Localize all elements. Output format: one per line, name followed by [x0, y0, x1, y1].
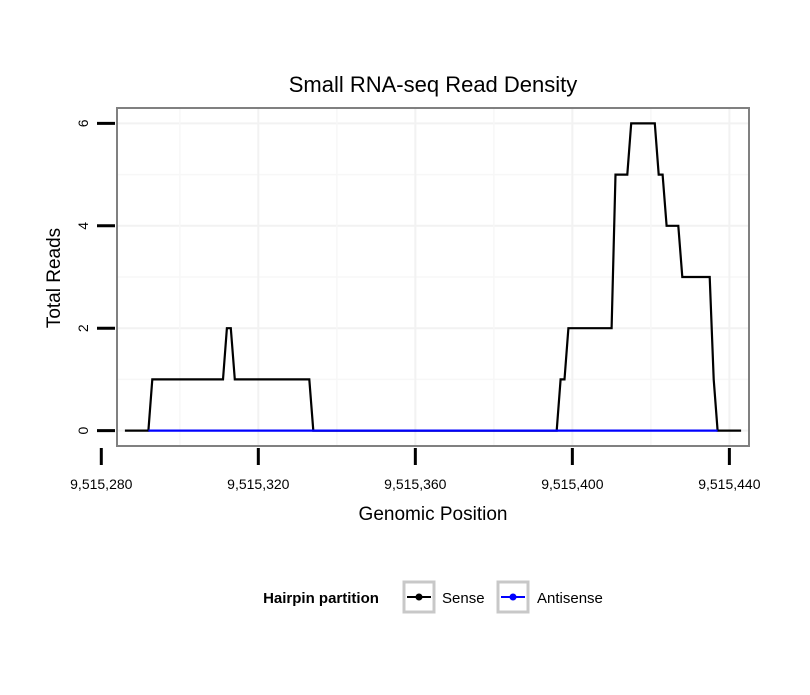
x-tick-label-3: 9,515,400	[541, 476, 603, 492]
legend-key-sense-dot	[415, 593, 423, 601]
x-tick-label-0: 9,515,280	[70, 476, 132, 492]
x-tick-label-4: 9,515,440	[698, 476, 760, 492]
y-axis-label: Total Reads	[44, 228, 65, 328]
legend-key-antisense-dot	[509, 593, 517, 601]
plot-border	[116, 107, 750, 447]
x-axis-label: Genomic Position	[359, 504, 508, 525]
y-tick-label-0: 0	[75, 426, 91, 434]
series-line-sense	[124, 122, 742, 432]
series-layer	[124, 122, 742, 432]
chart-title: Small RNA-seq Read Density	[289, 72, 578, 97]
x-tick-label-1: 9,515,320	[227, 476, 289, 492]
legend-item-sense: Sense	[402, 580, 485, 614]
legend-title: Hairpin partition	[263, 590, 379, 607]
y-axis: 0 2 4 6	[75, 119, 115, 434]
y-tick-label-2: 4	[75, 222, 91, 230]
legend-item-antisense: Antisense	[496, 580, 603, 614]
x-axis: 9,515,280 9,515,320 9,515,360 9,515,400 9,51…	[70, 448, 761, 492]
legend: Hairpin partition Sense Antisense	[263, 580, 603, 614]
x-tick-label-2: 9,515,360	[384, 476, 446, 492]
legend-label-sense: Sense	[442, 590, 485, 607]
grid-layer	[117, 108, 749, 446]
y-tick-label-1: 2	[75, 324, 91, 332]
legend-label-antisense: Antisense	[537, 590, 603, 607]
y-tick-label-3: 6	[75, 119, 91, 127]
